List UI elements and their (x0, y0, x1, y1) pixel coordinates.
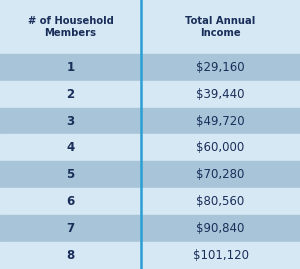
Text: 5: 5 (66, 168, 75, 181)
Bar (0, 81, 300, 108)
Text: $80,560: $80,560 (196, 195, 244, 208)
Text: $70,280: $70,280 (196, 168, 245, 181)
Text: Total Annual
Income: Total Annual Income (185, 16, 256, 38)
Bar (0, 215, 300, 242)
Text: 2: 2 (66, 88, 75, 101)
Bar (0, 161, 300, 188)
Bar (0, 54, 300, 81)
Text: # of Household
Members: # of Household Members (28, 16, 113, 38)
Text: 3: 3 (66, 115, 75, 128)
Text: 1: 1 (66, 61, 75, 74)
Text: $90,840: $90,840 (196, 222, 245, 235)
Text: 8: 8 (66, 249, 75, 262)
Text: 6: 6 (66, 195, 75, 208)
Text: $29,160: $29,160 (196, 61, 245, 74)
Bar (0, 134, 300, 161)
Text: 4: 4 (66, 141, 75, 154)
Text: $60,000: $60,000 (196, 141, 244, 154)
Text: $39,440: $39,440 (196, 88, 245, 101)
Text: 7: 7 (66, 222, 75, 235)
Bar (0, 188, 300, 215)
Bar (0, 108, 300, 134)
Text: $49,720: $49,720 (196, 115, 245, 128)
Bar (0, 242, 300, 269)
Bar (0, 0, 300, 54)
Text: $101,120: $101,120 (193, 249, 248, 262)
